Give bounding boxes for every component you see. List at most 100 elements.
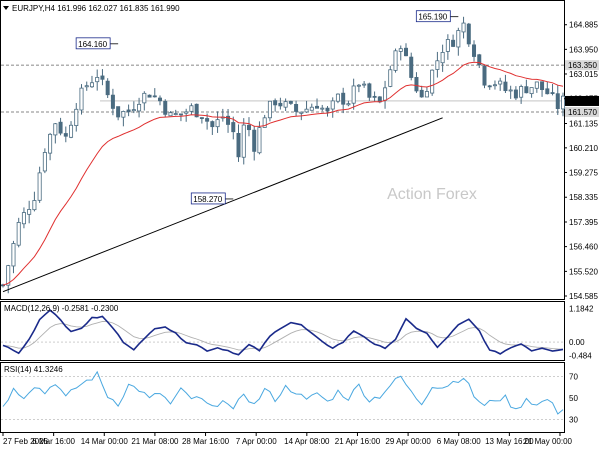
- candle-body: [21, 212, 26, 225]
- candle-body: [288, 100, 293, 104]
- symbol-header: EURJPY,H4 161.996 162.027 161.835 161.99…: [3, 4, 180, 13]
- candle-body: [315, 105, 320, 109]
- candle-body: [341, 92, 346, 105]
- candle-body: [205, 118, 210, 122]
- candle-body: [126, 109, 131, 113]
- candle-body: [482, 65, 487, 86]
- candle-body: [304, 108, 309, 113]
- x-tick-label: 29 Apr 00:00: [385, 437, 431, 446]
- price-tick-label: 162.075: [569, 95, 598, 104]
- candle-body: [262, 117, 267, 128]
- candle-body: [69, 124, 74, 138]
- candle-body: [492, 84, 497, 87]
- x-tick-label: 14 Mar 00:00: [81, 437, 129, 446]
- candle-body: [53, 123, 58, 136]
- price-panel-frame: [0, 0, 565, 300]
- price-box: [565, 60, 599, 71]
- candle-body: [236, 132, 241, 158]
- x-tick-label: 28 Mar 16:00: [182, 437, 230, 446]
- annotation-label: 165.190: [418, 13, 447, 22]
- price-tick-label: 154.585: [569, 292, 598, 301]
- candle-body: [142, 92, 147, 104]
- candle-body: [466, 23, 471, 45]
- candle-body: [351, 85, 356, 104]
- candle-body: [294, 104, 299, 112]
- symbol-ohlc-label: EURJPY,H4 161.996 162.027 161.835 161.99…: [12, 4, 180, 13]
- candle-body: [226, 115, 231, 125]
- moving-average-line: [2, 61, 564, 286]
- candle-body: [524, 86, 529, 94]
- candle-body: [105, 80, 110, 96]
- candle-body: [330, 100, 335, 110]
- candle-body: [79, 87, 84, 111]
- annotation-label: 158.270: [193, 195, 222, 204]
- x-tick-label: 14 Apr 08:00: [284, 437, 330, 446]
- x-tick-label: 6 May 08:00: [437, 437, 482, 446]
- candle-body: [152, 95, 157, 98]
- rsi-y-axis: 70 50 30: [569, 373, 578, 425]
- candle-body: [529, 87, 534, 95]
- macd-label: MACD(12,26,9) -0.2581 -0.2300: [4, 304, 119, 313]
- price-box-label: 163.350: [568, 61, 597, 70]
- candle-body: [519, 86, 524, 98]
- price-tick-label: 158.335: [569, 193, 598, 202]
- candle-body: [487, 85, 492, 88]
- x-tick-label: 13 May 16:00: [485, 437, 534, 446]
- price-tick-label: 156.460: [569, 243, 598, 252]
- candle-body: [100, 75, 105, 80]
- x-tick-label: 27 Feb 2025: [3, 437, 48, 446]
- x-tick-label: 21 Apr 16:00: [335, 437, 381, 446]
- watermark: Action Forex: [387, 186, 477, 203]
- candle-body: [131, 109, 136, 112]
- macd-tick-label: 1.1842: [569, 305, 594, 314]
- candle-body: [356, 84, 361, 87]
- rsi-tick-label: 70: [569, 373, 578, 382]
- price-box-label: 161.570: [568, 108, 597, 117]
- candle-body: [116, 106, 121, 118]
- candle-body: [367, 83, 372, 98]
- candle-body: [194, 103, 199, 118]
- candle-body: [419, 89, 424, 98]
- price-tick-label: 163.950: [569, 45, 598, 54]
- price-tick-label: 164.885: [569, 21, 598, 30]
- candle-body: [309, 106, 314, 111]
- candle-body: [241, 124, 246, 158]
- price-tick-label: 163.015: [569, 70, 598, 79]
- price-tick-label: 155.520: [569, 267, 598, 276]
- candle-body: [283, 101, 288, 108]
- price-y-axis: 164.885 163.950 163.015 162.075 161.135 160.2…: [564, 21, 598, 301]
- candle-body: [32, 200, 37, 211]
- ascending-trendline: [2, 117, 443, 293]
- candle-body: [257, 127, 262, 154]
- candlestick-series: [0, 16, 566, 294]
- candle-body: [278, 102, 283, 107]
- candle-body: [545, 88, 550, 95]
- candle-body: [199, 117, 204, 119]
- moving-average-group: [2, 61, 564, 286]
- candle-body: [445, 39, 450, 52]
- rsi-label: RSI(14) 41.3246: [4, 365, 63, 374]
- candle-body: [231, 122, 236, 133]
- price-grid: [1, 64, 564, 113]
- price-tick-label: 159.275: [569, 168, 598, 177]
- candle-body: [168, 112, 173, 117]
- candle-body: [498, 80, 503, 85]
- price-box-label: 161.990: [568, 97, 597, 106]
- candle-body: [503, 81, 508, 92]
- candle-body: [414, 77, 419, 92]
- candle-body: [84, 85, 89, 88]
- candle-body: [325, 107, 330, 112]
- annotation-box: [190, 192, 226, 205]
- annotation-label: 164.160: [78, 40, 107, 49]
- dropdown-triangle-icon[interactable]: [3, 6, 9, 10]
- rsi-tick-label: 50: [569, 394, 578, 403]
- candle-body: [561, 95, 566, 110]
- candle-body: [461, 22, 466, 33]
- candle-body: [430, 69, 435, 94]
- candle-body: [388, 69, 393, 87]
- candle-body: [383, 87, 388, 101]
- price-box: [565, 95, 599, 106]
- candle-body: [74, 108, 79, 127]
- x-tick-label: 21 May 00:00: [524, 437, 573, 446]
